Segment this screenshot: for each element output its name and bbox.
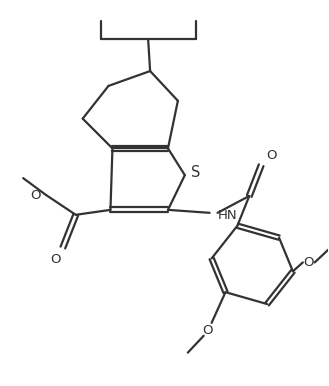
Text: O: O: [304, 256, 314, 269]
Text: O: O: [30, 190, 40, 203]
Text: O: O: [51, 253, 61, 266]
Text: O: O: [202, 324, 213, 337]
Text: HN: HN: [217, 209, 237, 222]
Text: O: O: [266, 149, 276, 162]
Text: S: S: [191, 165, 200, 179]
